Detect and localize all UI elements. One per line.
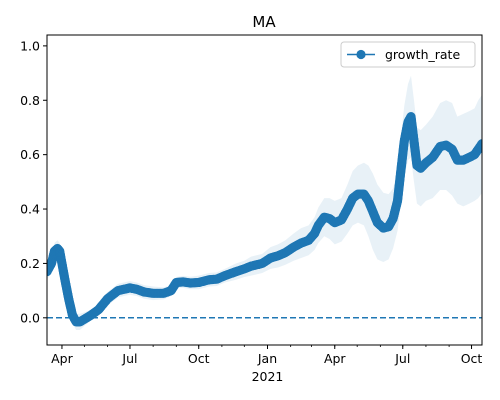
legend-label: growth_rate [385, 47, 460, 62]
x-year-label: 2021 [252, 369, 284, 384]
x-tick-label: Jul [121, 351, 137, 366]
x-tick-label: Apr [51, 351, 73, 366]
y-tick-label: 0.2 [20, 256, 40, 271]
x-tick-label: Oct [188, 351, 210, 366]
x-tick-label: Jan [257, 351, 277, 366]
data-point-marker [477, 139, 482, 149]
legend: growth_rate [340, 41, 476, 68]
axes: 0.0 0.2 0.4 0.6 0.8 1.0 Apr Jul Oct Jan Apr Jul Oct 2… [20, 38, 482, 384]
legend-marker-swatch [356, 49, 366, 60]
x-tick-label: Oct [461, 351, 483, 366]
growth-rate-markers [47, 111, 482, 327]
x-tick-label: Jul [394, 351, 410, 366]
chart-title: MA [252, 13, 276, 31]
legend-box [340, 41, 476, 68]
y-tick-label: 0.8 [20, 93, 40, 108]
x-tick-label: Apr [324, 351, 346, 366]
plot-area [47, 75, 482, 331]
y-tick-label: 0.6 [20, 147, 40, 162]
y-tick-label: 0.0 [20, 310, 40, 325]
y-tick-label: 1.0 [20, 38, 40, 53]
y-tick-label: 0.4 [20, 202, 40, 217]
plot-frame [46, 34, 483, 346]
